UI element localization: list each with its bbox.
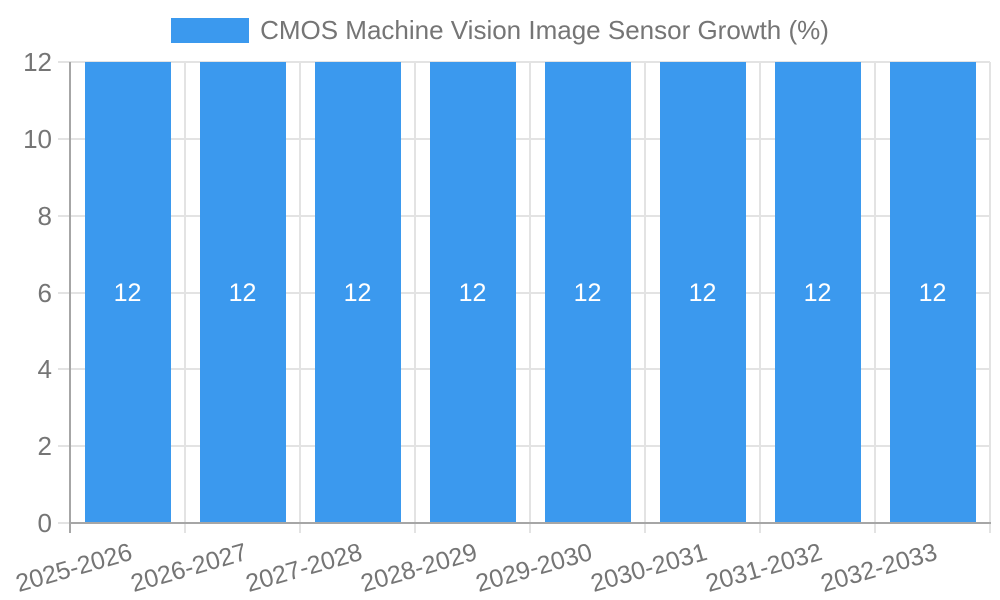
gridline <box>759 62 761 523</box>
gridline <box>529 62 531 523</box>
x-tick-label: 2032-2033 <box>818 538 941 598</box>
y-tick-label: 12 <box>23 47 52 77</box>
x-tick-label: 2030-2031 <box>588 538 711 598</box>
y-axis-tick <box>58 138 70 140</box>
y-axis-tick <box>58 445 70 447</box>
bar-value-label: 12 <box>688 279 717 307</box>
gridline <box>414 62 416 523</box>
x-axis-line <box>69 522 991 524</box>
y-tick-label: 0 <box>37 508 52 538</box>
y-tick-label: 10 <box>23 124 52 154</box>
bar-value-label: 12 <box>113 279 142 307</box>
x-axis-tick <box>529 523 531 533</box>
x-axis-tick <box>299 523 301 533</box>
bar-value-label: 12 <box>918 279 947 307</box>
x-tick-label: 2027-2028 <box>243 538 366 598</box>
bar <box>200 62 286 523</box>
y-tick-label: 4 <box>37 354 52 384</box>
bar <box>660 62 746 523</box>
legend-label: CMOS Machine Vision Image Sensor Growth … <box>260 15 829 45</box>
bar-value-label: 12 <box>573 279 602 307</box>
x-tick-label: 2025-2026 <box>13 538 136 598</box>
gridline <box>989 62 991 523</box>
y-tick-label: 8 <box>37 201 52 231</box>
bar-value-label: 12 <box>343 279 372 307</box>
x-axis-tick <box>414 523 416 533</box>
bar <box>890 62 976 523</box>
x-axis-tick <box>644 523 646 533</box>
legend-swatch <box>171 18 250 43</box>
y-axis-line <box>69 62 71 533</box>
bar <box>775 62 861 523</box>
x-axis-tick <box>874 523 876 533</box>
bar-value-label: 12 <box>228 279 257 307</box>
bar <box>430 62 516 523</box>
x-tick-label: 2031-2032 <box>703 538 826 598</box>
gridline <box>874 62 876 523</box>
x-axis-tick <box>184 523 186 533</box>
bar-value-label: 12 <box>458 279 487 307</box>
x-axis-tick <box>759 523 761 533</box>
x-tick-label: 2026-2027 <box>128 538 251 598</box>
y-axis-tick <box>58 522 70 524</box>
bar <box>545 62 631 523</box>
x-axis-tick <box>989 523 991 533</box>
x-tick-label: 2028-2029 <box>358 538 481 598</box>
x-tick-label: 2029-2030 <box>473 538 596 598</box>
y-axis-tick <box>58 368 70 370</box>
gridline <box>184 62 186 523</box>
y-tick-label: 6 <box>37 278 52 308</box>
gridline <box>299 62 301 523</box>
gridline <box>644 62 646 523</box>
bar <box>85 62 171 523</box>
y-axis-tick <box>58 61 70 63</box>
bar <box>315 62 401 523</box>
y-axis-tick <box>58 215 70 217</box>
bar-value-label: 12 <box>803 279 832 307</box>
y-axis-tick <box>58 292 70 294</box>
y-tick-label: 2 <box>37 431 52 461</box>
chart-legend[interactable]: CMOS Machine Vision Image Sensor Growth … <box>0 15 1000 46</box>
